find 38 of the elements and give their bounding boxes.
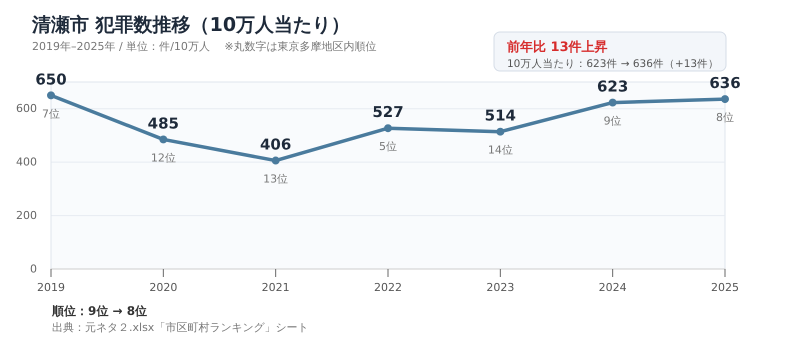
y-tick-label: 200 [16,209,37,222]
annotation: 5位 [379,140,397,154]
data-label: 514 [484,106,516,125]
annotation: 7位 [42,107,60,120]
x-tick-label: 2022 [374,280,402,294]
point [272,156,280,165]
point [47,91,55,100]
x-tick-label: 2020 [149,280,178,294]
y-tick-label: 400 [16,156,37,169]
chart-subtitle: 2019年–2025年 / 単位：件/10万人 ※丸数字は東京多摩地区内順位 [32,40,377,53]
data-label: 406 [260,136,292,154]
annotation: 12位 [150,151,176,164]
point [384,124,392,132]
text: 前年比 13件上昇 [506,40,608,55]
text: 順位：9位 → 8位 [51,304,148,318]
chart-title: 清瀬市 犯罪数推移（10万人当たり） [31,14,350,36]
point [496,128,504,136]
y-tick-label: 600 [16,102,37,116]
data-label: 623 [597,78,628,96]
x-tick-label: 2024 [598,280,627,294]
annotation: 9位 [604,114,622,128]
point [159,135,168,144]
source-note: 出典：元ネタ２.xlsx「市区町村ランキング」シート [52,321,308,334]
point [608,98,617,107]
annotation: 8位 [716,111,734,124]
x-tick-label: 2019 [37,280,65,294]
point [721,95,729,104]
y-tick-label: 0 [30,262,37,276]
text: 10万人当たり：623件 → 636件（+13件） [507,58,720,70]
x-tick-label: 2021 [262,280,290,294]
x-tick-label: 2025 [711,280,739,294]
data-label: 650 [35,70,67,88]
x-tick-label: 2023 [486,280,514,294]
annotation: 14位 [488,144,513,157]
data-label: 527 [372,103,404,122]
data-label: 636 [709,74,741,92]
annotation: 13位 [263,172,288,186]
data-label: 485 [148,114,179,132]
